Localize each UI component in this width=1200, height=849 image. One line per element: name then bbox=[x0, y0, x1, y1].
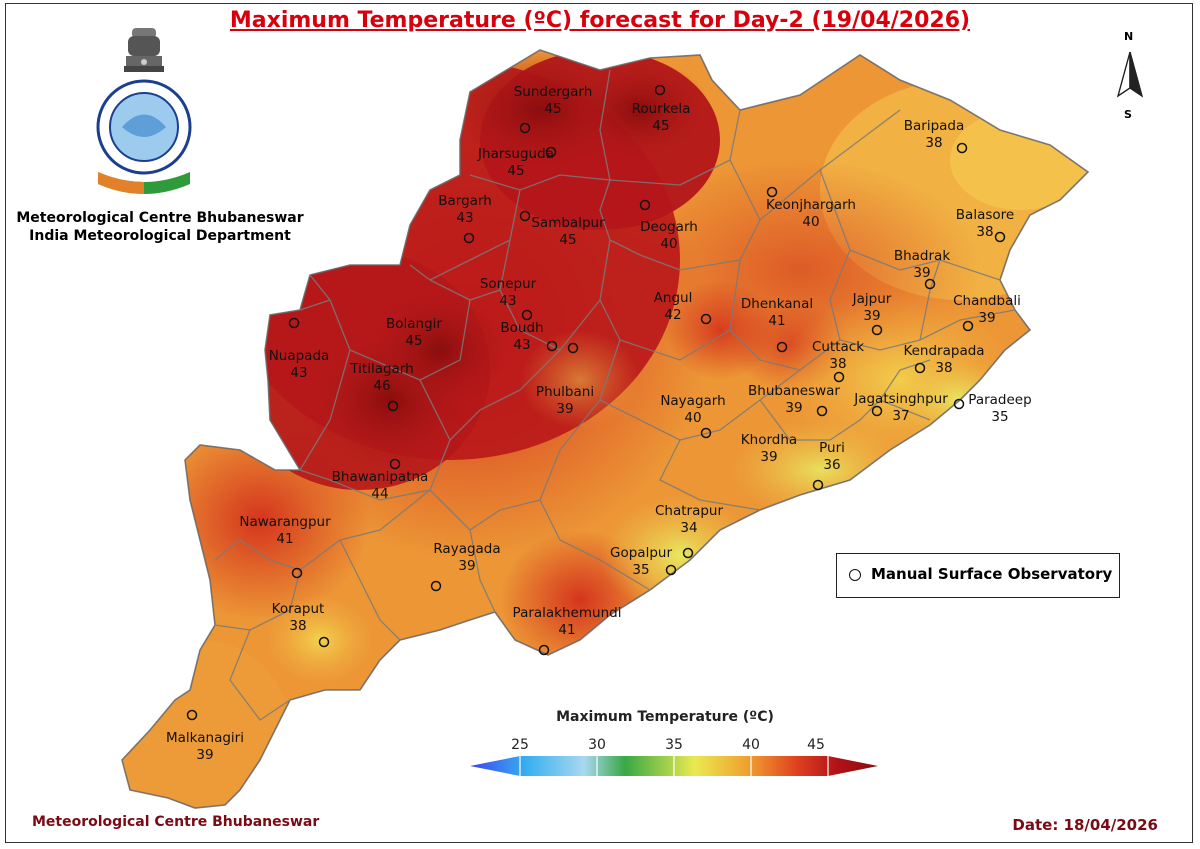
station-marker bbox=[914, 362, 926, 374]
station-marker bbox=[953, 398, 965, 410]
station-marker bbox=[654, 84, 666, 96]
station-marker bbox=[288, 317, 300, 329]
station-marker bbox=[519, 122, 531, 134]
station-marker bbox=[389, 458, 401, 470]
station-marker bbox=[387, 400, 399, 412]
place-label-rayagada: Rayagada 39 bbox=[433, 541, 501, 574]
place-label-jajpur: Jajpur 39 bbox=[852, 291, 892, 324]
place-label-nuapada: Nuapada 43 bbox=[268, 348, 330, 381]
station-marker bbox=[871, 405, 883, 417]
station-marker bbox=[812, 479, 824, 491]
map-title: Maximum Temperature (ºC) forecast for Da… bbox=[229, 8, 971, 33]
station-marker bbox=[924, 278, 936, 290]
org-line-1: Meteorological Centre Bhubaneswar bbox=[16, 210, 304, 226]
place-label-nawarangpur: Nawarangpur 41 bbox=[239, 514, 331, 547]
national-emblem-icon bbox=[124, 28, 164, 72]
north-arrow-icon bbox=[1116, 51, 1144, 98]
station-legend-label: Manual Surface Observatory bbox=[871, 565, 1113, 583]
station-marker bbox=[776, 341, 788, 353]
place-label-jagatsinghpur: Jagatsinghpur 37 bbox=[854, 391, 948, 424]
station-marker bbox=[430, 580, 442, 592]
station-marker bbox=[186, 709, 198, 721]
place-label-kendrapada: Kendrapada 38 bbox=[903, 343, 985, 376]
title-container: Maximum Temperature (ºC) forecast for Da… bbox=[0, 0, 1200, 40]
station-marker bbox=[567, 342, 579, 354]
place-label-khordha: Khordha 39 bbox=[740, 432, 798, 465]
place-label-baripada: Baripada 38 bbox=[903, 118, 965, 151]
place-label-bhadrak: Bhadrak 39 bbox=[893, 248, 951, 281]
south-label: S bbox=[1124, 108, 1132, 121]
imd-emblem-logo bbox=[96, 28, 192, 194]
station-marker bbox=[318, 636, 330, 648]
place-label-cuttack: Cuttack 38 bbox=[811, 339, 865, 372]
place-label-gopalpur: Gopalpur 35 bbox=[610, 545, 672, 578]
footer-date: Date: 18/04/2026 bbox=[1012, 816, 1158, 834]
place-label-angul: Angul 42 bbox=[653, 290, 693, 323]
station-marker bbox=[545, 146, 557, 158]
place-label-boudh: Boudh 43 bbox=[500, 320, 544, 353]
station-marker-icon bbox=[849, 569, 861, 581]
footer-org: Meteorological Centre Bhubaneswar bbox=[32, 814, 320, 830]
station-marker bbox=[816, 405, 828, 417]
place-label-sundergarh: Sundergarh 45 bbox=[513, 84, 593, 117]
station-marker bbox=[994, 231, 1006, 243]
station-marker bbox=[463, 232, 475, 244]
place-label-paralakhemundi: Paralakhemundi 41 bbox=[512, 605, 622, 638]
district-boundaries bbox=[121, 49, 1090, 809]
place-label-bhubaneswar: Bhubaneswar 39 bbox=[748, 383, 840, 416]
north-arrow: N S bbox=[1110, 30, 1150, 125]
place-label-dhenkanal: Dhenkanal 41 bbox=[740, 296, 814, 329]
station-marker bbox=[956, 142, 968, 154]
place-label-paradeep: Paradeep 35 bbox=[968, 392, 1032, 425]
colorbar-tick: 40 bbox=[742, 737, 760, 753]
place-label-jharsuguda: Jharsuguda 45 bbox=[478, 146, 554, 179]
colorbar-tick: 35 bbox=[665, 737, 683, 753]
place-label-malkanagiri: Malkanagiri 39 bbox=[166, 730, 244, 763]
place-label-deogarh: Deogarh 40 bbox=[640, 219, 698, 252]
station-marker bbox=[962, 320, 974, 332]
place-label-titilagarh: Titilagarh 46 bbox=[350, 361, 414, 394]
place-label-balasore: Balasore 38 bbox=[955, 207, 1015, 240]
station-markers bbox=[186, 84, 1006, 721]
station-marker bbox=[766, 186, 778, 198]
colorbar-tick: 30 bbox=[588, 737, 606, 753]
station-marker bbox=[291, 567, 303, 579]
station-marker bbox=[700, 313, 712, 325]
place-label-chandbali: Chandbali 39 bbox=[953, 293, 1021, 326]
org-line-2: India Meteorological Department bbox=[29, 228, 291, 244]
station-marker bbox=[538, 644, 550, 656]
map-frame bbox=[5, 3, 1193, 843]
place-label-bargarh: Bargarh 43 bbox=[438, 193, 492, 226]
station-marker bbox=[546, 340, 558, 352]
station-marker bbox=[700, 427, 712, 439]
place-label-phulbani: Phulbani 39 bbox=[535, 384, 595, 417]
place-label-chatrapur: Chatrapur 34 bbox=[654, 503, 724, 536]
north-label: N bbox=[1124, 30, 1134, 43]
station-marker bbox=[519, 210, 531, 222]
station-marker bbox=[521, 309, 533, 321]
place-label-sambalpur: Sambalpur 45 bbox=[531, 215, 605, 248]
station-marker bbox=[639, 199, 651, 211]
station-legend: Manual Surface Observatory bbox=[836, 553, 1120, 598]
colorbar-tick: 25 bbox=[511, 737, 529, 753]
place-label-puri: Puri 36 bbox=[819, 440, 845, 473]
imd-logo-icon bbox=[96, 79, 192, 194]
colorbar-title: Maximum Temperature (ºC) bbox=[556, 709, 774, 725]
place-label-sonepur: Sonepur 43 bbox=[479, 276, 537, 309]
place-label-keonjhargarh: Keonjhargarh 40 bbox=[766, 197, 856, 230]
place-label-rourkela: Rourkela 45 bbox=[631, 101, 691, 134]
place-label-koraput: Koraput 38 bbox=[271, 601, 325, 634]
station-marker bbox=[682, 547, 694, 559]
place-label-nayagarh: Nayagarh 40 bbox=[660, 393, 726, 426]
station-marker bbox=[665, 564, 677, 576]
station-marker bbox=[833, 371, 845, 383]
station-marker bbox=[871, 324, 883, 336]
place-label-bhawanipatna: Bhawanipatna 44 bbox=[331, 469, 429, 502]
place-label-bolangir: Bolangir 45 bbox=[386, 316, 442, 349]
colorbar-tick: 45 bbox=[807, 737, 825, 753]
